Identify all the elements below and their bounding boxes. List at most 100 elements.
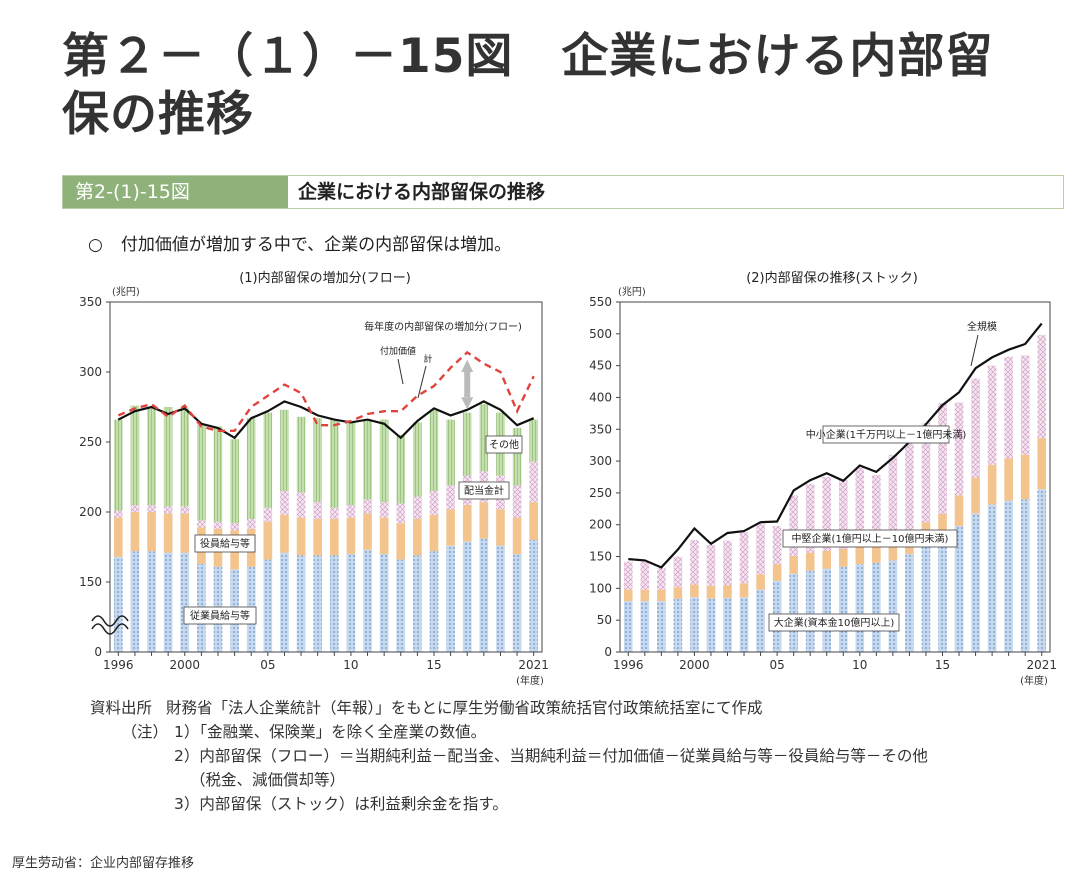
bar-segment — [706, 598, 716, 652]
y-tick-label: 300 — [589, 454, 612, 468]
annotation-box — [782, 529, 958, 548]
bar-segment — [690, 597, 699, 652]
bar-segment — [130, 505, 140, 512]
bar-segment — [462, 541, 472, 652]
annotation-arrow — [417, 365, 427, 399]
bar-segment — [938, 513, 947, 541]
bar-segment — [230, 439, 239, 524]
bar-segment — [739, 583, 749, 598]
bar-segment — [805, 484, 815, 553]
bar-segment — [673, 587, 683, 599]
bar-segment — [529, 461, 539, 503]
bar-segment — [213, 521, 223, 529]
bar-segment — [313, 502, 323, 519]
bar-segment — [512, 428, 522, 486]
bar-segment — [280, 514, 289, 553]
bar-segment — [346, 421, 356, 505]
figure-banner: 第2-(1)-15図 企業における内部留保の推移 — [62, 175, 1064, 209]
bar-segment — [446, 545, 455, 652]
bar-segment — [938, 403, 947, 514]
bar-segment — [640, 589, 650, 602]
annotation-label: 中小企業(1千万円以上－1億円未満) — [806, 428, 967, 441]
bar-segment — [163, 513, 173, 553]
bar-segment — [429, 551, 439, 652]
note1-row: （注） 1）「金融業、保険業」を除く全産業の数値。 — [90, 720, 928, 744]
bar-segment — [1020, 454, 1030, 500]
y-tick-label: 0 — [604, 645, 612, 659]
annotation-label: 中堅企業(1億円以上－10億円未満) — [792, 532, 949, 545]
bar-segment — [529, 540, 539, 652]
bar-segment — [130, 551, 140, 652]
bar-segment — [1004, 458, 1013, 501]
page-title: 第２－（１）－15図 企業における内部留 保の推移 — [62, 28, 1042, 144]
bar-segment — [246, 519, 256, 529]
bar-segment — [346, 517, 356, 554]
flow-chart-title: (1)内部留保の増加分(フロー) — [239, 270, 411, 286]
bar-segment — [623, 601, 633, 652]
x-tick-label: 15 — [935, 658, 950, 672]
bar-segment — [971, 477, 980, 514]
bar-segment — [971, 513, 980, 652]
y-tick-label: 250 — [589, 486, 612, 500]
bar-segment — [756, 523, 765, 575]
bar-segment — [147, 408, 156, 505]
annotation-label: 従業員給与等 — [190, 609, 250, 622]
x-tick-label: 2000 — [679, 658, 710, 672]
bar-segment — [163, 552, 173, 652]
bar-segment — [263, 521, 273, 560]
bar-segment — [905, 443, 914, 533]
bar-segment — [180, 513, 190, 553]
annotation-label: 大企業(資本金10億円以上) — [774, 616, 895, 629]
bar-segment — [296, 517, 306, 556]
bullet-text: 付加価値が増加する中で、企業の内部留保は増加。 — [120, 235, 512, 255]
x-tick-label: 05 — [260, 658, 275, 672]
notes-block: 資料出所 財務省「法人企業統計（年報）」をもとに厚生労働省政策統括官付政策統括室に… — [90, 696, 928, 816]
bar-segment — [673, 556, 683, 588]
y-tick-label: 550 — [589, 295, 612, 309]
bar-segment — [379, 554, 389, 652]
bar-segment — [1004, 500, 1013, 652]
y-tick-label: 100 — [589, 581, 612, 595]
bar-segment — [1037, 489, 1047, 652]
bar-segment — [113, 556, 123, 652]
bar-segment — [938, 540, 947, 652]
bar-segment — [789, 495, 798, 556]
bar-segment — [805, 552, 815, 571]
bar-segment — [197, 425, 206, 521]
annotation-box — [485, 435, 523, 454]
annotation-label: その他 — [489, 438, 519, 451]
bar-segment — [657, 589, 666, 602]
y-tick-label: 250 — [79, 435, 102, 449]
annotation-label: 役員給与等 — [200, 537, 250, 550]
bar-segment — [363, 513, 372, 550]
bar-segment — [872, 475, 881, 544]
annotation-box — [768, 613, 900, 632]
bar-segment — [987, 504, 997, 652]
bar-segment — [313, 418, 323, 503]
bar-segment — [723, 585, 732, 598]
bar-segment — [723, 597, 732, 652]
bar-segment — [413, 422, 422, 497]
bar-segment — [987, 464, 997, 505]
bar-segment — [163, 506, 173, 514]
bar-segment — [772, 526, 782, 565]
bar-segment — [396, 523, 406, 560]
bar-segment — [263, 507, 273, 522]
bar-segment — [147, 551, 156, 652]
bar-segment — [396, 435, 406, 504]
bar-segment — [363, 549, 372, 652]
bar-segment — [657, 601, 666, 652]
bar-segment — [296, 492, 306, 518]
bar-segment — [512, 517, 522, 554]
figure-number-label: 第2-(1)-15図 — [63, 176, 288, 208]
axis-break-mark — [91, 615, 129, 627]
note1-text: 1）「金融業、保険業」を除く全産業の数値。 — [174, 723, 487, 741]
bar-segment — [673, 598, 683, 652]
bar-segment — [855, 467, 865, 547]
bar-segment — [313, 519, 323, 556]
bar-segment — [838, 548, 848, 567]
note3-row: 3）内部留保（ストック）は利益剰余金を指す。 — [90, 792, 928, 816]
bar-segment — [479, 538, 489, 652]
note2-text: 2）内部留保（フロー）＝当期純利益－配当金、当期純利益＝付加価値－従業員給与等－… — [174, 747, 928, 765]
bar-segment — [822, 550, 832, 569]
